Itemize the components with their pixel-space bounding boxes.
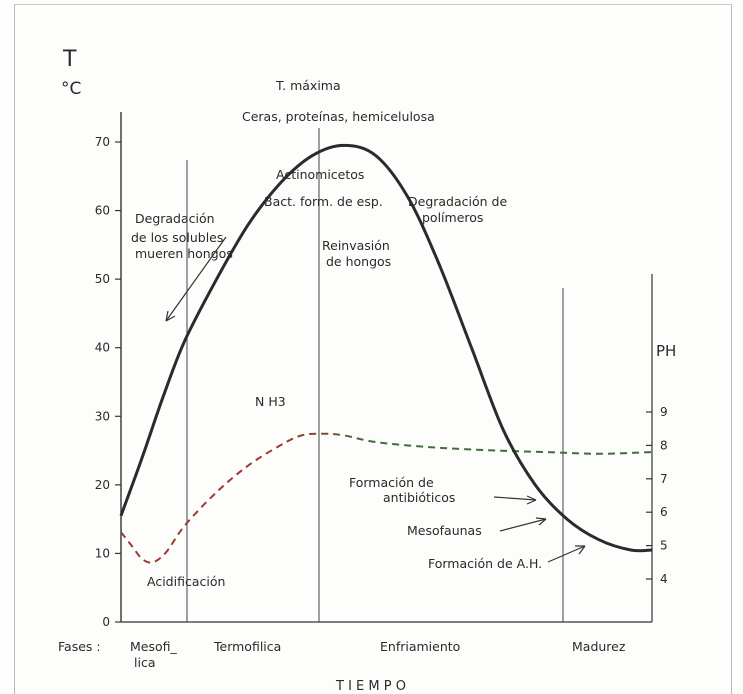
- phase-termofilica: Termofilica: [213, 639, 281, 654]
- temperature-curve: [119, 143, 653, 553]
- left-tick-label: 0: [102, 615, 110, 629]
- annotation-degr-solubles-1: Degradación: [135, 211, 215, 226]
- annotation-antibioticos-2: antibióticos: [383, 490, 455, 505]
- left-tick-label: 50: [95, 272, 110, 286]
- annotation-acidificacion: Acidificación: [147, 574, 225, 589]
- right-tick-label: 7: [660, 472, 668, 486]
- arrow-mesofaunas-head: [535, 517, 547, 526]
- left-tick-label: 70: [95, 135, 110, 149]
- annotation-ceras: Ceras, proteínas, hemicelulosa: [242, 109, 435, 124]
- x-axis-title: T I E M P O: [335, 679, 406, 693]
- annotation-nh3: N H3: [255, 394, 286, 409]
- curves: [119, 143, 653, 564]
- arrow-antibioticos-head: [526, 495, 537, 505]
- right-tick-label: 9: [660, 405, 668, 419]
- right-tick-label: 6: [660, 505, 668, 519]
- annotation-bact: Bact. form. de esp.: [264, 194, 383, 209]
- left-axis-ticks: 0 10 20 30 40 50 60 70: [95, 135, 121, 629]
- annotation-reinvasion-2: de hongos: [326, 254, 391, 269]
- annotation-antibioticos-1: Formación de: [349, 475, 434, 490]
- left-tick-label: 60: [95, 204, 110, 218]
- phase-mesofilica: Mesofi_: [130, 639, 178, 654]
- right-axis-title: PH: [656, 342, 676, 360]
- annotation-ah: Formación de A.H.: [428, 556, 542, 571]
- annotation-arrows: [165, 236, 586, 563]
- left-axis-title-t: T: [62, 47, 77, 72]
- arrow-mesofaunas: [499, 518, 547, 532]
- arrow-ah-head: [575, 545, 586, 555]
- ph-curve: [120, 432, 653, 564]
- phase-madurez: Madurez: [572, 639, 626, 654]
- left-tick-label: 20: [95, 478, 110, 492]
- left-tick-label: 10: [95, 546, 110, 560]
- arrow-ah: [547, 545, 586, 563]
- figure-frame: [14, 4, 732, 694]
- arrow-antibioticos: [493, 496, 537, 501]
- annotation-t-maxima: T. máxima: [275, 78, 341, 93]
- right-axis-ticks: 4 5 6 7 8 9: [646, 405, 668, 586]
- annotation-degr-solubles-2: de los solubles: [131, 230, 223, 245]
- annotation-actinomicetos: Actinomicetos: [276, 167, 364, 182]
- annotation-degr-solubles-3: mueren hongos: [135, 246, 233, 261]
- right-tick-label: 5: [660, 539, 668, 553]
- phase-enfriamiento: Enfriamiento: [380, 639, 460, 654]
- annotation-reinvasion-1: Reinvasión: [322, 238, 390, 253]
- annotation-mesofaunas: Mesofaunas: [407, 523, 482, 538]
- right-tick-label: 8: [660, 438, 668, 452]
- annotation-degr-polimeros-1: Degradación de: [408, 194, 507, 209]
- arrow-solubles: [165, 236, 227, 322]
- left-tick-label: 40: [95, 341, 110, 355]
- phases-label: Fases :: [58, 639, 101, 654]
- phase-mesofilica-2: lica: [134, 655, 155, 670]
- left-axis-title-unit: °C: [61, 79, 81, 99]
- right-tick-label: 4: [660, 572, 668, 586]
- annotation-degr-polimeros-2: polímeros: [422, 210, 483, 225]
- left-tick-label: 30: [95, 409, 110, 423]
- arrow-solubles-head: [165, 310, 176, 322]
